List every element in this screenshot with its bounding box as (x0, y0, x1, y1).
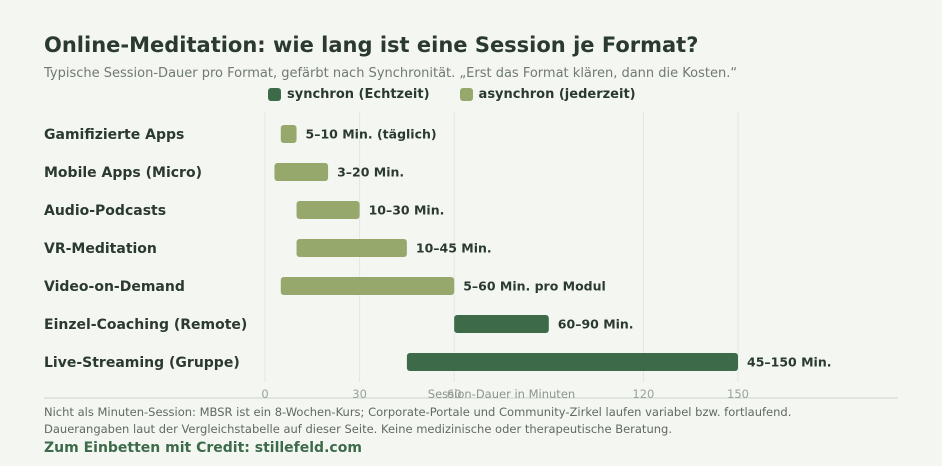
legend-swatch-asynchron (459, 88, 473, 101)
bar-asynchron[interactable] (296, 239, 407, 257)
chart-row: Gamifizierte Apps 5–10 Min. (täglich) (44, 125, 437, 143)
chart-row: Einzel-Coaching (Remote) 60–90 Min. (44, 315, 634, 333)
category-label: Live-Streaming (Gruppe) (44, 355, 240, 371)
x-tick-label: 60 (447, 387, 462, 400)
x-tick-label: 30 (352, 387, 367, 400)
footnote-line-2: Dauerangaben laut der Vergleichstabelle … (44, 422, 672, 436)
chart-title: Online-Meditation: wie lang ist eine Ses… (44, 33, 699, 57)
chart-row: Video-on-Demand 5–60 Min. pro Modul (44, 277, 606, 295)
x-tick-label: 150 (727, 387, 749, 400)
x-axis: 0 30 60 120 150 Session-Dauer in Minuten (44, 387, 898, 400)
bar-asynchron[interactable] (280, 277, 455, 295)
chart-row: Audio-Podcasts 10–30 Min. (44, 201, 444, 219)
bar-value-label: 60–90 Min. (558, 317, 634, 332)
bar-value-label: 3–20 Min. (337, 165, 404, 180)
category-label: Mobile Apps (Micro) (44, 165, 202, 181)
legend-label-synchron: synchron (Echtzeit) (287, 87, 430, 102)
x-axis-label: Session-Dauer in Minuten (428, 387, 575, 400)
range-bar-chart: 0 30 60 120 150 Session-Dauer in Minuten Gami… (44, 112, 898, 400)
chart-rows: Gamifizierte Apps 5–10 Min. (täglich) Mobi… (44, 125, 831, 371)
category-label: Einzel-Coaching (Remote) (44, 317, 247, 333)
legend-label-asynchron: asynchron (jederzeit) (478, 87, 636, 102)
bar-synchron[interactable] (454, 315, 549, 333)
legend: synchron (Echtzeit) asynchron (jederzeit… (268, 87, 636, 102)
x-tick-label: 120 (632, 387, 654, 400)
category-label: Gamifizierte Apps (44, 127, 184, 143)
bar-asynchron[interactable] (274, 163, 329, 181)
category-label: Audio-Podcasts (44, 203, 166, 219)
bar-value-label: 5–10 Min. (täglich) (306, 127, 437, 142)
legend-item-asynchron[interactable]: asynchron (jederzeit) (459, 87, 636, 102)
bar-value-label: 10–30 Min. (369, 203, 445, 218)
category-label: Video-on-Demand (44, 279, 185, 295)
chart-row: Live-Streaming (Gruppe) 45–150 Min. (44, 353, 831, 371)
chart-row: Mobile Apps (Micro) 3–20 Min. (44, 163, 404, 181)
x-tick-label: 0 (261, 387, 268, 400)
legend-item-synchron[interactable]: synchron (Echtzeit) (268, 87, 430, 102)
bar-asynchron[interactable] (296, 201, 360, 219)
category-label: VR-Meditation (44, 241, 157, 257)
bar-value-label: 10–45 Min. (416, 241, 492, 256)
bar-value-label: 45–150 Min. (747, 355, 831, 370)
bar-asynchron[interactable] (280, 125, 297, 143)
credit-link[interactable]: Zum Einbetten mit Credit: stillefeld.com (44, 440, 362, 456)
footnote: Nicht als Minuten-Session: MBSR ist ein … (44, 404, 791, 438)
footnote-line-1: Nicht als Minuten-Session: MBSR ist ein … (44, 405, 792, 419)
chart-subtitle: Typische Session-Dauer pro Format, gefär… (44, 66, 738, 81)
bar-synchron[interactable] (406, 353, 738, 371)
chart-row: VR-Meditation 10–45 Min. (44, 239, 492, 257)
legend-swatch-synchron (268, 88, 281, 101)
bar-value-label: 5–60 Min. pro Modul (463, 279, 606, 294)
